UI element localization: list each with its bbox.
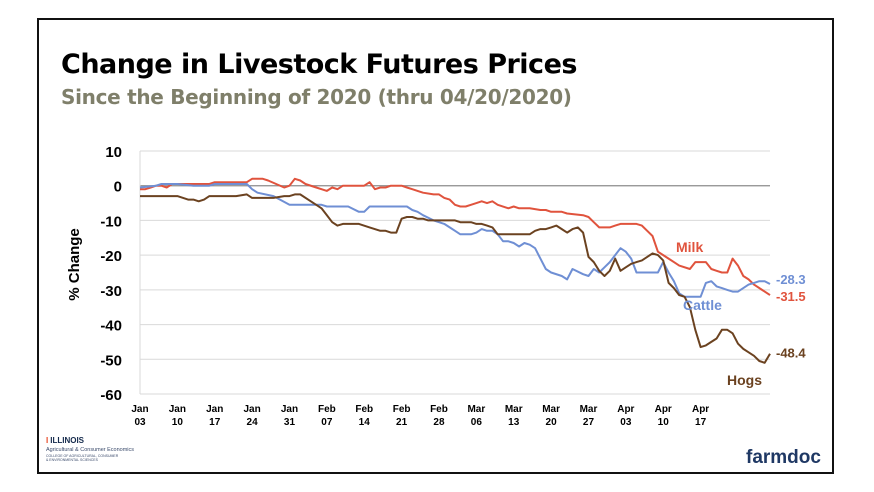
x-tick-day: 27 [583, 417, 595, 428]
y-axis-label: % Change [66, 228, 83, 301]
x-tick-month: Mar [505, 404, 523, 415]
series-annotation-milk: Milk [676, 239, 703, 255]
illinois-logo: I ILLINOIS [46, 436, 84, 445]
x-tick-month: Jan [244, 404, 261, 415]
x-tick-label-apr-03: Apr 03 [617, 404, 634, 428]
x-tick-label-jan-17: Jan 17 [206, 404, 223, 428]
series-annotation-hogs: Hogs [727, 372, 762, 388]
x-tick-label-jan-24: Jan 24 [244, 404, 261, 428]
x-tick-label-feb-07: Feb 07 [318, 404, 336, 428]
x-tick-day: 13 [508, 417, 520, 428]
x-tick-month: Feb [355, 404, 373, 415]
illinois-logo-text: ILLINOIS [50, 436, 85, 445]
block-i-icon: I [46, 436, 49, 445]
end-label-milk: -31.5 [776, 289, 806, 304]
series-annotation-cattle: Cattle [683, 297, 722, 313]
aces-college-name: COLLEGE OF AGRICULTURAL, CONSUMER & ENVIR… [46, 454, 118, 462]
chart-title: Change in Livestock Futures Prices [61, 49, 577, 80]
x-tick-label-jan-03: Jan 03 [131, 404, 148, 428]
x-tick-month: Feb [430, 404, 448, 415]
series-line-hogs [140, 193, 771, 364]
y-tick-label: 10 [105, 144, 122, 161]
aces-department-name: Agricultural & Consumer Economics [46, 447, 135, 453]
x-tick-day: 17 [209, 417, 221, 428]
x-tick-day: 03 [134, 417, 146, 428]
x-tick-day: 10 [172, 417, 184, 428]
slide-frame [37, 18, 834, 474]
x-tick-label-feb-28: Feb 28 [430, 404, 448, 428]
x-tick-day: 17 [695, 417, 707, 428]
x-tick-month: Jan [131, 404, 148, 415]
x-tick-label-mar-20: Mar 20 [542, 404, 560, 428]
x-tick-day: 07 [321, 417, 333, 428]
x-tick-day: 20 [546, 417, 558, 428]
x-tick-day: 03 [620, 417, 632, 428]
y-tick-label: -20 [100, 248, 122, 265]
x-tick-label-jan-10: Jan 10 [169, 404, 186, 428]
x-tick-day: 31 [284, 417, 296, 428]
x-tick-month: Mar [542, 404, 560, 415]
x-tick-month: Apr [617, 404, 634, 415]
x-tick-label-jan-31: Jan 31 [281, 404, 298, 428]
farmdoc-logo: farmdoc [746, 447, 821, 468]
y-tick-label: -60 [100, 387, 122, 404]
y-tick-label: 0 [114, 179, 122, 196]
x-tick-month: Jan [169, 404, 186, 415]
series-line-milk [140, 177, 771, 296]
x-tick-label-apr-17: Apr 17 [692, 404, 709, 428]
chart-subtitle: Since the Beginning of 2020 (thru 04/20/… [61, 85, 572, 109]
x-tick-day: 21 [396, 417, 408, 428]
y-tick-label: -40 [100, 318, 122, 335]
x-tick-label-apr-10: Apr 10 [655, 404, 672, 428]
x-tick-label-feb-14: Feb 14 [355, 404, 373, 428]
x-tick-month: Apr [655, 404, 672, 415]
x-tick-day: 10 [658, 417, 670, 428]
x-tick-month: Feb [318, 404, 336, 415]
x-tick-month: Apr [692, 404, 709, 415]
y-tick-label: -30 [100, 283, 122, 300]
x-tick-label-mar-06: Mar 06 [467, 404, 485, 428]
x-tick-month: Mar [467, 404, 485, 415]
x-tick-month: Mar [580, 404, 598, 415]
y-tick-label: -10 [100, 213, 122, 230]
series-line-cattle [139, 183, 771, 298]
x-tick-day: 14 [359, 417, 371, 428]
x-tick-day: 06 [471, 417, 483, 428]
aces-college-line2: & ENVIRONMENTAL SCIENCES [46, 458, 98, 462]
end-label-cattle: -28.3 [776, 272, 806, 287]
x-tick-month: Jan [281, 404, 298, 415]
x-tick-label-mar-13: Mar 13 [505, 404, 523, 428]
x-tick-day: 28 [433, 417, 445, 428]
y-tick-label: -50 [100, 352, 122, 369]
x-tick-month: Feb [393, 404, 411, 415]
x-tick-day: 24 [247, 417, 259, 428]
x-tick-month: Jan [206, 404, 223, 415]
x-tick-label-feb-21: Feb 21 [393, 404, 411, 428]
aces-college-line1: COLLEGE OF AGRICULTURAL, CONSUMER [46, 454, 119, 458]
x-tick-label-mar-27: Mar 27 [580, 404, 598, 428]
end-label-hogs: -48.4 [776, 346, 806, 361]
